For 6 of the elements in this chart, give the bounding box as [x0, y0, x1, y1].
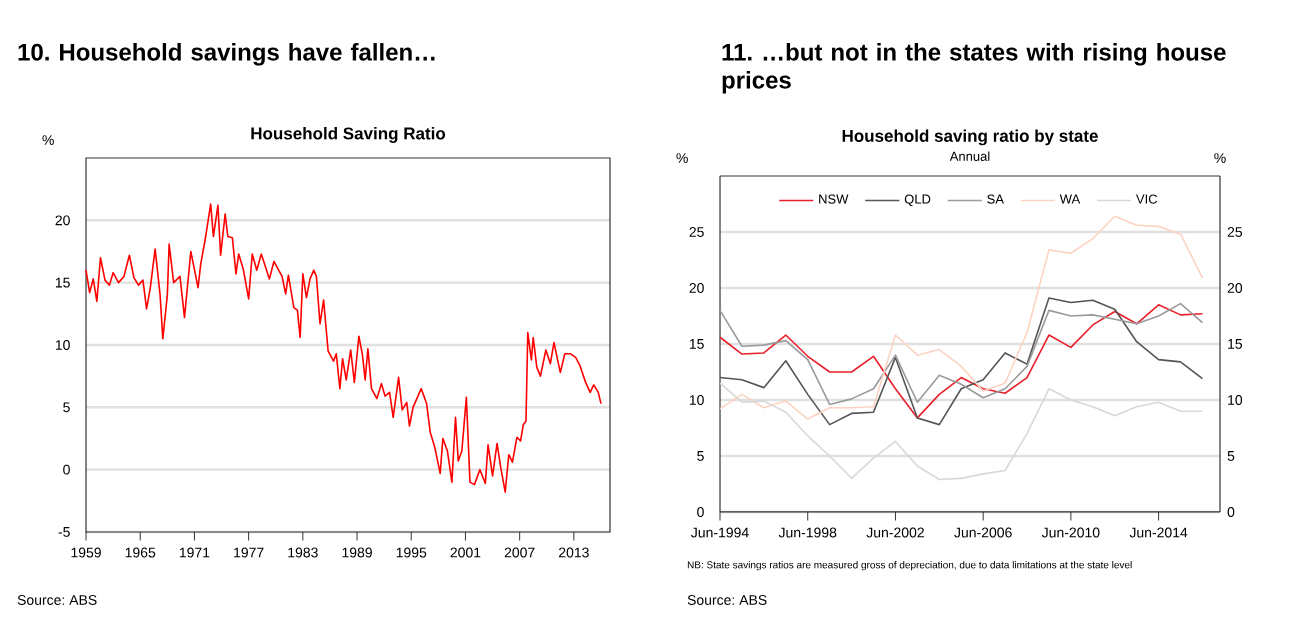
- chart-title: Household saving ratio by state: [842, 129, 1098, 146]
- text: 10. Household savings have fallen…: [18, 43, 435, 66]
- text: 11. …but not in the states with rising house prices: [722, 43, 1226, 94]
- line-series: [719, 215, 1204, 420]
- chart-title: Household Saving Ratio: [251, 126, 446, 143]
- line-series: [85, 203, 602, 493]
